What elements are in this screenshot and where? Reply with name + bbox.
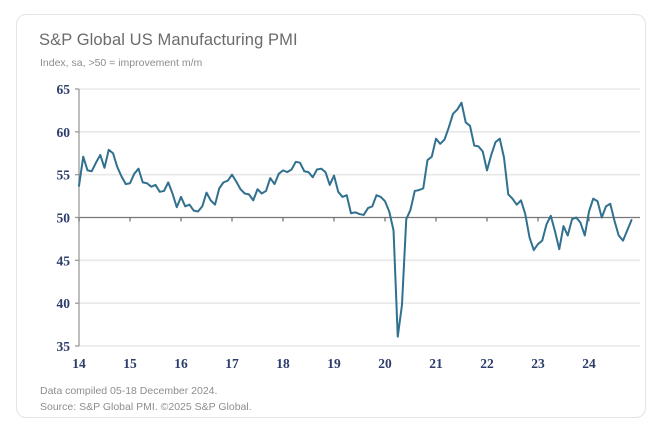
x-tick-label: 20 (378, 356, 392, 371)
y-tick-label: 45 (57, 253, 71, 268)
x-tick-label: 18 (276, 356, 290, 371)
x-tick-label: 14 (72, 356, 86, 371)
y-tick-label: 55 (57, 168, 71, 183)
y-tick-label: 65 (57, 82, 71, 97)
y-axis-tick-labels: 35 40 45 50 55 60 65 (57, 82, 71, 354)
x-axis-tick-labels: 14 15 16 17 18 19 20 21 22 23 24 (72, 356, 596, 371)
x-tick-label: 22 (480, 356, 494, 371)
x-tick-label: 24 (582, 356, 596, 371)
y-tick-label: 50 (57, 211, 71, 226)
x-axis-ticks (78, 217, 590, 222)
x-tick-label: 15 (123, 356, 137, 371)
plot-area: 35 40 45 50 55 60 65 14 15 16 17 18 19 20 21 22 23 24 (17, 15, 647, 419)
x-tick-label: 17 (225, 356, 239, 371)
chart-card: S&P Global US Manufacturing PMI Index, s… (16, 14, 646, 418)
y-axis-ticks (75, 88, 79, 347)
y-tick-label: 60 (57, 125, 71, 140)
x-tick-label: 23 (531, 356, 545, 371)
footer-source: Source: S&P Global PMI. ©2025 S&P Global… (40, 401, 252, 413)
x-tick-label: 19 (327, 356, 341, 371)
gridlines (79, 88, 640, 347)
chart-subtitle: Index, sa, >50 = improvement m/m (40, 57, 203, 69)
y-tick-label: 35 (57, 339, 71, 354)
page-title: S&P Global US Manufacturing PMI (39, 31, 298, 49)
y-tick-label: 40 (57, 296, 71, 311)
x-tick-label: 21 (429, 356, 443, 371)
footer-data-compiled: Data compiled 05-18 December 2024. (40, 385, 218, 397)
data-series-line (78, 101, 633, 338)
x-tick-label: 16 (174, 356, 188, 371)
pmi-line-chart: 35 40 45 50 55 60 65 14 15 16 17 18 19 20 21 22 23 24 (57, 82, 640, 371)
